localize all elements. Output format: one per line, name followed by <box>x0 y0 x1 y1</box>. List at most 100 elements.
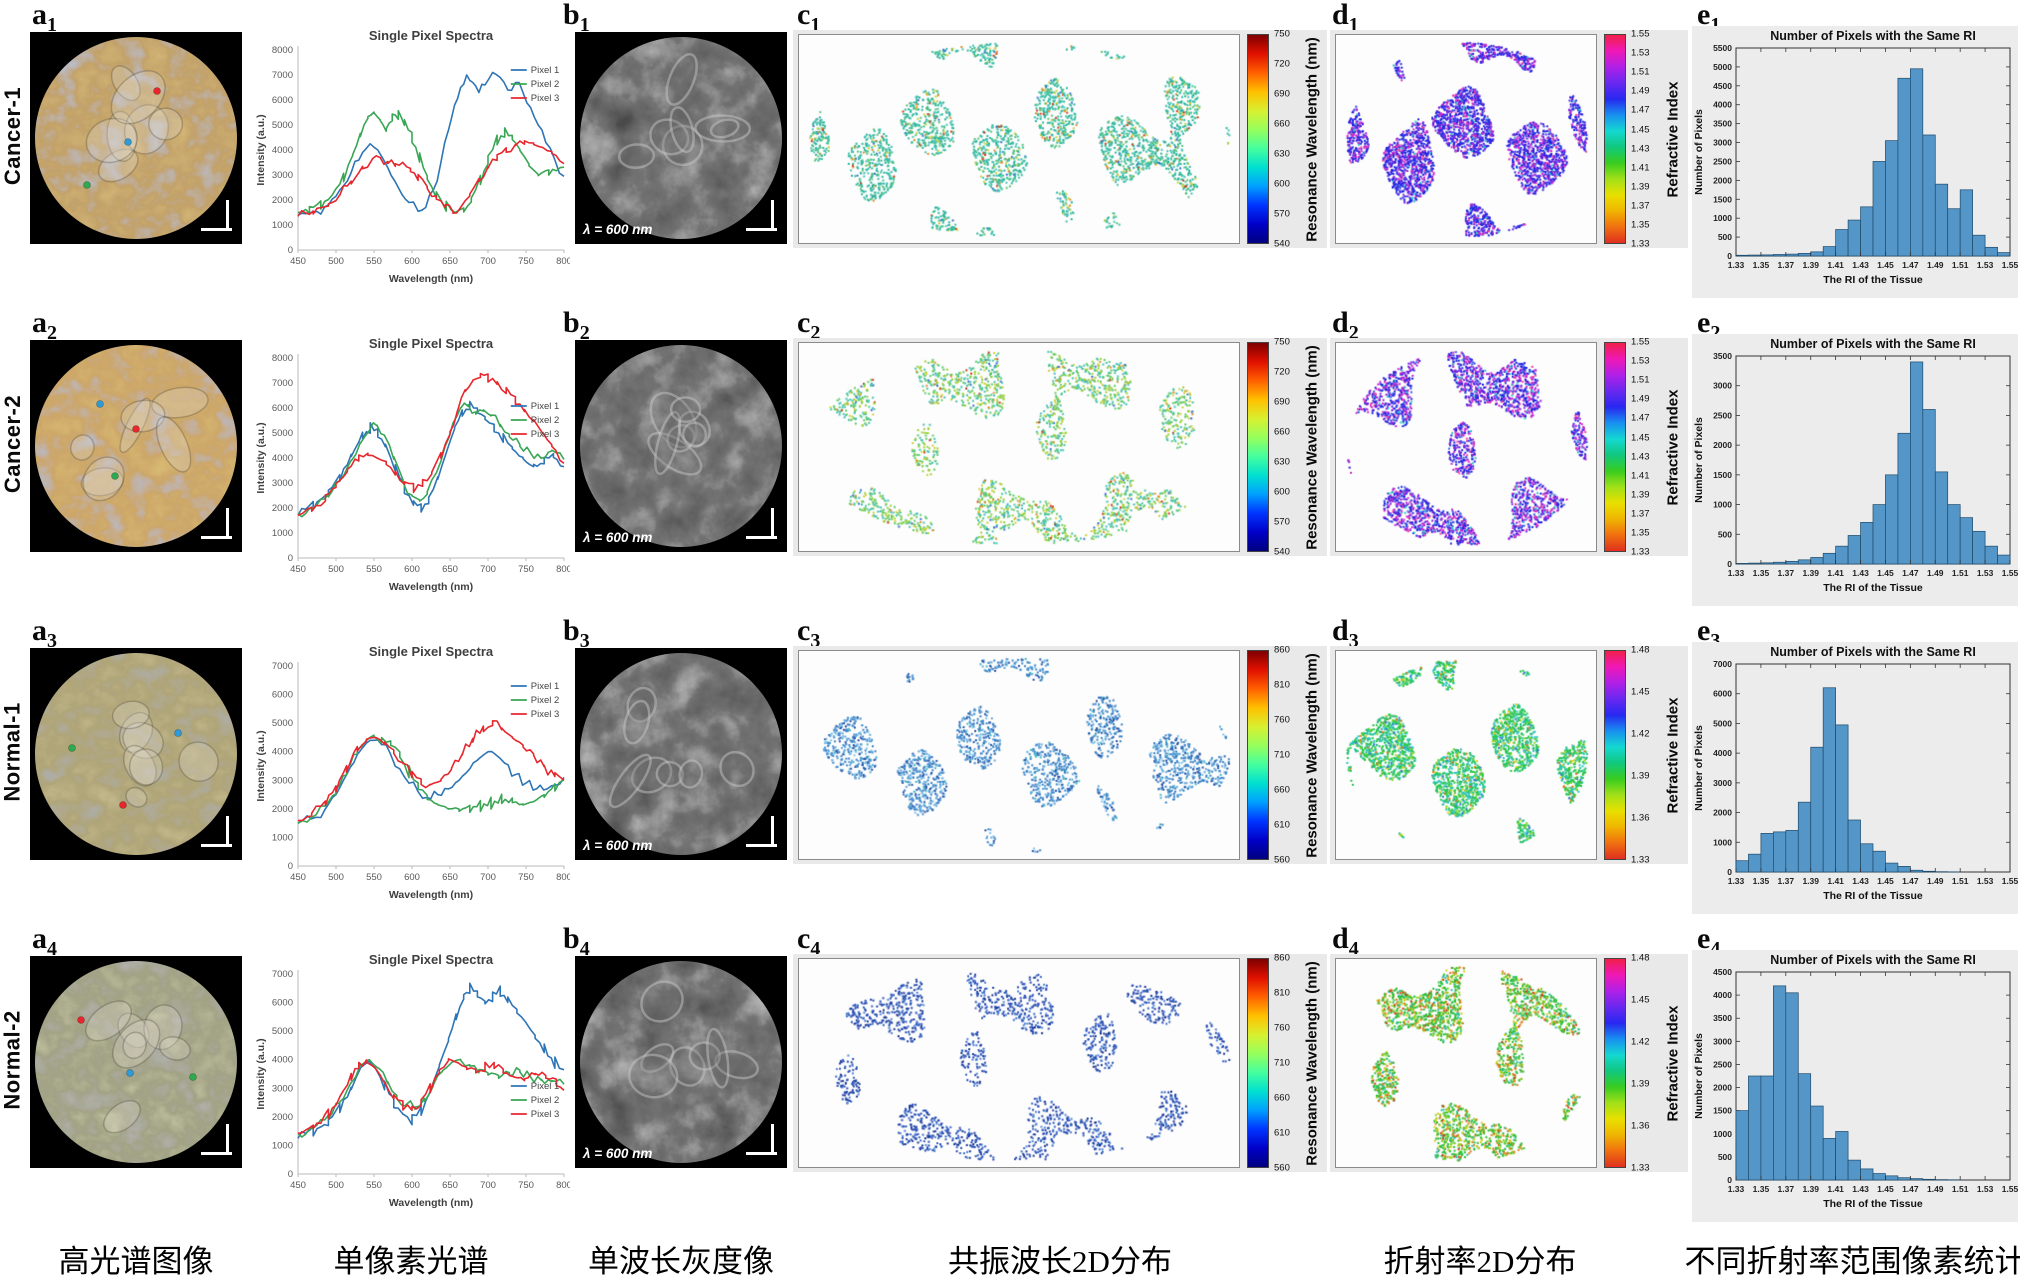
colorbar-tick: 760 <box>1274 1022 1290 1034</box>
colorbar-tick: 860 <box>1274 952 1290 964</box>
svg-text:450: 450 <box>290 1180 306 1191</box>
svg-text:4000: 4000 <box>272 747 293 758</box>
colorbar-tick: 690 <box>1274 396 1290 408</box>
colorbar-tick: 560 <box>1274 854 1290 866</box>
colorbar-tick: 600 <box>1274 486 1290 498</box>
svg-text:1.39: 1.39 <box>1802 260 1819 270</box>
svg-text:700: 700 <box>480 256 496 267</box>
svg-text:6000: 6000 <box>272 95 293 106</box>
svg-text:550: 550 <box>366 872 382 883</box>
panel-label-c: c3 <box>797 614 821 652</box>
resonance-colorbar <box>1247 958 1269 1168</box>
svg-text:1.45: 1.45 <box>1877 568 1894 578</box>
colorbar-tick: 810 <box>1274 987 1290 999</box>
svg-text:2500: 2500 <box>1713 1059 1732 1069</box>
svg-text:8000: 8000 <box>272 353 293 364</box>
svg-text:2000: 2000 <box>1713 440 1732 450</box>
refractive-index-map <box>1335 958 1597 1168</box>
colorbar-tick: 1.36 <box>1631 812 1650 824</box>
svg-text:2000: 2000 <box>272 1112 293 1123</box>
wavelength-note: λ = 600 nm <box>583 222 653 237</box>
resonance-colorbar <box>1247 34 1269 244</box>
ri-histogram-chart: 0 500 1000 1500 2000 2500 3000 3500 1.33 1.35 1.37… <box>1692 334 2019 606</box>
svg-text:Pixel 2: Pixel 2 <box>531 415 560 426</box>
svg-text:650: 650 <box>442 256 458 267</box>
resonance-colorbar-label: Resonance Wavelength (nm) <box>1303 960 1321 1166</box>
refractive-index-colorbar <box>1604 958 1626 1168</box>
colorbar-tick: 1.43 <box>1631 143 1650 154</box>
svg-text:800: 800 <box>556 256 570 267</box>
svg-text:1.55: 1.55 <box>2002 568 2018 578</box>
svg-text:750: 750 <box>518 872 534 883</box>
svg-text:600: 600 <box>404 1180 420 1191</box>
svg-text:Single Pixel Spectra: Single Pixel Spectra <box>369 644 494 659</box>
svg-text:Number of Pixels: Number of Pixels <box>1693 417 1705 503</box>
colorbar-tick: 1.48 <box>1631 644 1650 656</box>
svg-text:0: 0 <box>288 1169 293 1180</box>
colorbar-tick: 1.47 <box>1631 104 1650 116</box>
caption-single-pixel-spectra: 单像素光谱 <box>333 1244 489 1279</box>
resonance-wavelength-map-panel: 860 810 760 710 660 610 560 Resonance Waveleng… <box>793 645 1327 866</box>
refractive-index-map <box>1335 34 1597 244</box>
refractive-index-map-panel: 1.55 1.53 1.51 1.49 1.47 1.45 1.43 1.41 1.39 1.37… <box>1330 337 1688 558</box>
svg-text:1.43: 1.43 <box>1852 568 1869 578</box>
colorbar-tick: 1.39 <box>1631 489 1650 501</box>
svg-text:550: 550 <box>366 564 382 575</box>
svg-text:0: 0 <box>1727 251 1732 261</box>
resonance-colorbar <box>1247 342 1269 552</box>
svg-text:500: 500 <box>328 872 344 883</box>
colorbar-tick: 720 <box>1274 58 1290 70</box>
svg-text:1.49: 1.49 <box>1927 1184 1944 1194</box>
colorbar-tick: 570 <box>1274 208 1290 220</box>
colorbar-tick: 1.51 <box>1631 66 1650 78</box>
svg-text:1.37: 1.37 <box>1778 568 1795 578</box>
colorbar-tick: 560 <box>1274 1162 1290 1174</box>
refractive-index-map-panel: 1.48 1.45 1.42 1.39 1.36 1.33 Refractive Inde… <box>1330 953 1688 1174</box>
single-wavelength-grayscale-image: λ = 600 nm <box>575 956 787 1168</box>
colorbar-tick: 1.55 <box>1631 28 1650 40</box>
svg-text:1.47: 1.47 <box>1902 876 1919 886</box>
figure-row: Normal-1 a3 b3 c3 d3 e3 0 1000 2000 3000 400… <box>0 614 2020 924</box>
svg-text:Pixel 3: Pixel 3 <box>531 429 560 440</box>
svg-text:6000: 6000 <box>272 690 293 701</box>
colorbar-tick: 570 <box>1274 516 1290 528</box>
svg-text:1.47: 1.47 <box>1902 260 1919 270</box>
svg-text:1.49: 1.49 <box>1927 260 1944 270</box>
panel-label-b: b3 <box>563 614 590 652</box>
refractive-index-colorbar-label: Refractive Index <box>1664 389 1682 505</box>
resonance-wavelength-map <box>798 34 1240 244</box>
svg-text:800: 800 <box>556 872 570 883</box>
svg-text:800: 800 <box>556 564 570 575</box>
refractive-index-colorbar <box>1604 650 1626 860</box>
colorbar-tick: 610 <box>1274 819 1290 831</box>
colorbar-tick: 610 <box>1274 1127 1290 1139</box>
svg-text:1.49: 1.49 <box>1927 568 1944 578</box>
caption-ri-2d: 折射率2D分布 <box>1383 1244 1577 1279</box>
svg-text:1000: 1000 <box>1713 213 1732 223</box>
svg-text:1.55: 1.55 <box>2002 1184 2018 1194</box>
svg-text:700: 700 <box>480 564 496 575</box>
svg-text:5000: 5000 <box>1713 718 1732 728</box>
refractive-index-map <box>1335 342 1597 552</box>
svg-text:1.41: 1.41 <box>1827 876 1844 886</box>
svg-text:4500: 4500 <box>1713 81 1732 91</box>
svg-text:1.51: 1.51 <box>1952 1184 1969 1194</box>
colorbar-tick: 720 <box>1274 366 1290 378</box>
colorbar-tick: 710 <box>1274 749 1290 761</box>
svg-text:1.43: 1.43 <box>1852 876 1869 886</box>
colorbar-tick: 750 <box>1274 28 1290 40</box>
svg-text:500: 500 <box>1718 529 1732 539</box>
svg-text:Number of Pixels: Number of Pixels <box>1693 1033 1705 1119</box>
colorbar-tick: 1.42 <box>1631 1036 1650 1048</box>
svg-text:3500: 3500 <box>1713 351 1732 361</box>
colorbar-tick: 1.35 <box>1631 219 1650 231</box>
svg-text:Pixel 2: Pixel 2 <box>531 79 560 90</box>
svg-text:1.51: 1.51 <box>1952 260 1969 270</box>
resonance-wavelength-map-panel: 750 720 690 660 630 600 570 540 Resonance Wavel… <box>793 28 1327 250</box>
svg-text:650: 650 <box>442 872 458 883</box>
svg-text:1.41: 1.41 <box>1827 1184 1844 1194</box>
svg-text:1.51: 1.51 <box>1952 876 1969 886</box>
svg-text:2000: 2000 <box>1713 175 1732 185</box>
svg-text:Pixel 1: Pixel 1 <box>531 65 560 76</box>
svg-text:3500: 3500 <box>1713 1013 1732 1023</box>
